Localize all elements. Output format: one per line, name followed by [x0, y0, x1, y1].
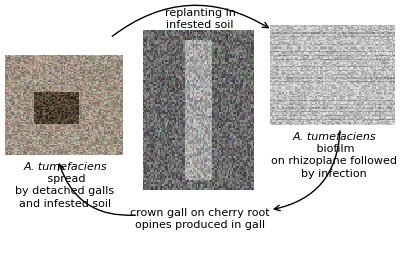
Text: biofilm
on rhizoplane followed
by infection: biofilm on rhizoplane followed by infect…: [271, 144, 397, 179]
Text: replanting in
infested soil: replanting in infested soil: [164, 8, 236, 30]
Text: A. tumefaciens: A. tumefaciens: [23, 162, 107, 172]
Text: spread
by detached galls
and infested soil: spread by detached galls and infested so…: [16, 174, 114, 209]
Text: crown gall on cherry root
opines produced in gall: crown gall on cherry root opines produce…: [130, 208, 270, 230]
Text: A. tumefaciens: A. tumefaciens: [292, 132, 376, 142]
